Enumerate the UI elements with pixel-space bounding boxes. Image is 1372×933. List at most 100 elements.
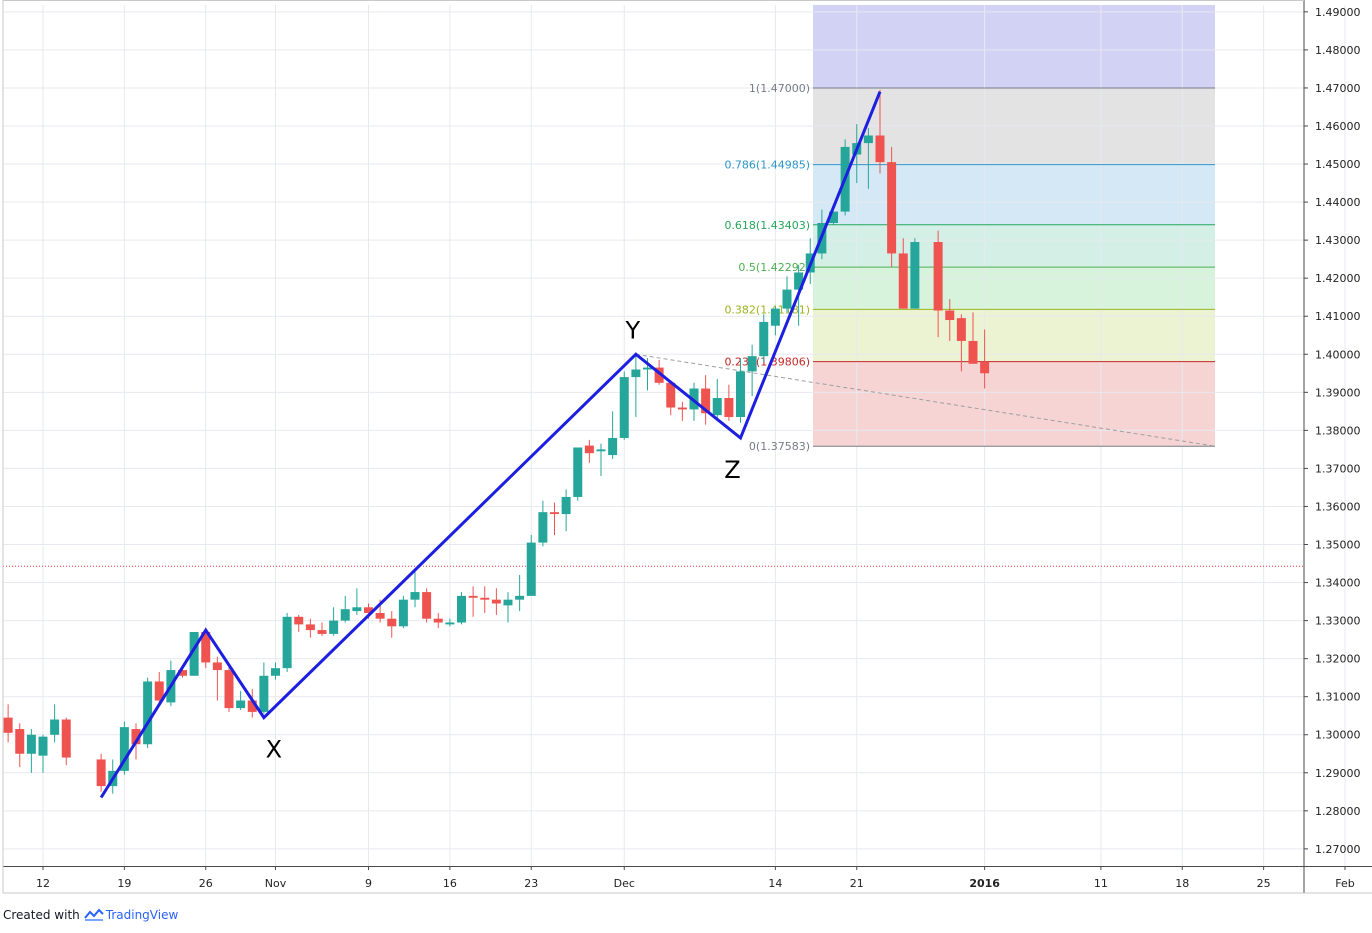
fib-level-label: 0(1.37583): [749, 440, 810, 453]
y-tick-label: 1.46000: [1315, 120, 1361, 133]
candle-body: [863, 135, 873, 144]
candle-body: [712, 398, 722, 416]
candle: [433, 612, 443, 629]
candle: [352, 588, 362, 615]
candle: [259, 662, 269, 714]
candle-body: [619, 377, 629, 438]
candle-body: [631, 369, 641, 378]
y-tick-label: 1.43000: [1315, 234, 1361, 247]
candle: [212, 656, 222, 701]
candle-body: [433, 618, 443, 623]
candle-body: [178, 670, 187, 676]
candle: [503, 592, 513, 623]
y-tick-label: 1.49000: [1315, 6, 1361, 19]
candle-body: [526, 542, 536, 596]
y-tick-label: 1.42000: [1315, 272, 1361, 285]
candle: [677, 401, 687, 421]
candle: [282, 612, 292, 672]
candle-body: [980, 361, 990, 374]
candle: [387, 611, 397, 638]
candle-body: [875, 135, 885, 163]
candle: [305, 618, 315, 638]
candle: [538, 500, 548, 547]
candle-body: [747, 356, 757, 372]
footer: Created with TradingView: [3, 905, 178, 925]
candle: [189, 632, 199, 676]
candle-body: [468, 595, 478, 598]
candle-body: [736, 371, 745, 418]
candle-body: [271, 668, 280, 676]
x-tick-label: 21: [850, 877, 864, 890]
candle-body: [968, 340, 978, 364]
x-tick-label: 26: [199, 877, 213, 890]
y-tick-label: 1.34000: [1315, 577, 1361, 590]
x-tick-label: 19: [117, 877, 131, 890]
candle: [515, 574, 525, 612]
tradingview-brand[interactable]: TradingView: [105, 908, 179, 922]
candle-body: [317, 630, 327, 634]
candle-body: [212, 662, 222, 671]
fib-lines: 1(1.47000) 0.786(1.44985) 0.618(1.43403) 0.…: [724, 82, 1215, 453]
wave-polyline: [99, 91, 882, 799]
candle: [271, 662, 280, 680]
fib-zone: [813, 164, 1215, 225]
candle-body: [352, 607, 362, 612]
candle-body: [457, 595, 466, 623]
candle-body: [96, 759, 106, 787]
candle-body: [945, 310, 955, 321]
candle-body: [538, 512, 548, 543]
candle-body: [119, 727, 129, 771]
candle-body: [770, 308, 780, 326]
candle: [468, 586, 478, 617]
candle: [701, 375, 711, 425]
tradingview-logo-icon: [83, 908, 104, 921]
fib-level-label: 0.618(1.43403): [724, 219, 810, 232]
y-tick-label: 1.32000: [1315, 653, 1361, 666]
candle: [143, 677, 153, 749]
candle: [770, 306, 780, 336]
x-tick-label: 12: [36, 877, 50, 890]
candle-body: [398, 599, 408, 627]
candle: [829, 211, 838, 225]
candle-body: [201, 632, 211, 663]
x-tick-label: 11: [1094, 877, 1108, 890]
candle: [410, 569, 420, 608]
candle: [747, 344, 757, 397]
candle: [61, 717, 71, 766]
candle-body: [445, 622, 455, 625]
candle-body: [794, 272, 804, 290]
fib-zone: [813, 309, 1215, 362]
candle-body: [26, 734, 36, 754]
candle-body: [247, 700, 257, 712]
y-tick-label: 1.45000: [1315, 158, 1361, 171]
candle-body: [364, 607, 373, 613]
candle: [550, 502, 559, 535]
candle-body: [666, 382, 676, 408]
candle: [247, 689, 257, 718]
candle: [15, 723, 25, 768]
candle: [480, 586, 490, 613]
candle-body: [584, 445, 594, 454]
candle: [201, 628, 211, 669]
fib-fills: [813, 5, 1215, 447]
candle-body: [503, 599, 513, 606]
candle-body: [724, 398, 734, 418]
x-tick-label: 2016: [969, 877, 1000, 890]
y-tick-label: 1.40000: [1315, 348, 1361, 361]
fib-zone: [813, 267, 1215, 310]
wave-label-x: X: [266, 736, 282, 764]
candle: [631, 356, 641, 418]
y-tick-label: 1.36000: [1315, 500, 1361, 513]
candle: [875, 89, 885, 174]
candle-body: [189, 632, 199, 676]
candle-body: [701, 388, 711, 414]
y-tick-label: 1.37000: [1315, 462, 1361, 475]
candle: [712, 379, 722, 419]
candle: [236, 690, 246, 711]
wave-lines: X Y Z: [99, 91, 882, 799]
created-with-text: Created with: [3, 908, 80, 922]
candle: [3, 704, 13, 743]
candle: [38, 734, 48, 773]
candle: [224, 664, 234, 712]
candle-body: [654, 367, 664, 383]
